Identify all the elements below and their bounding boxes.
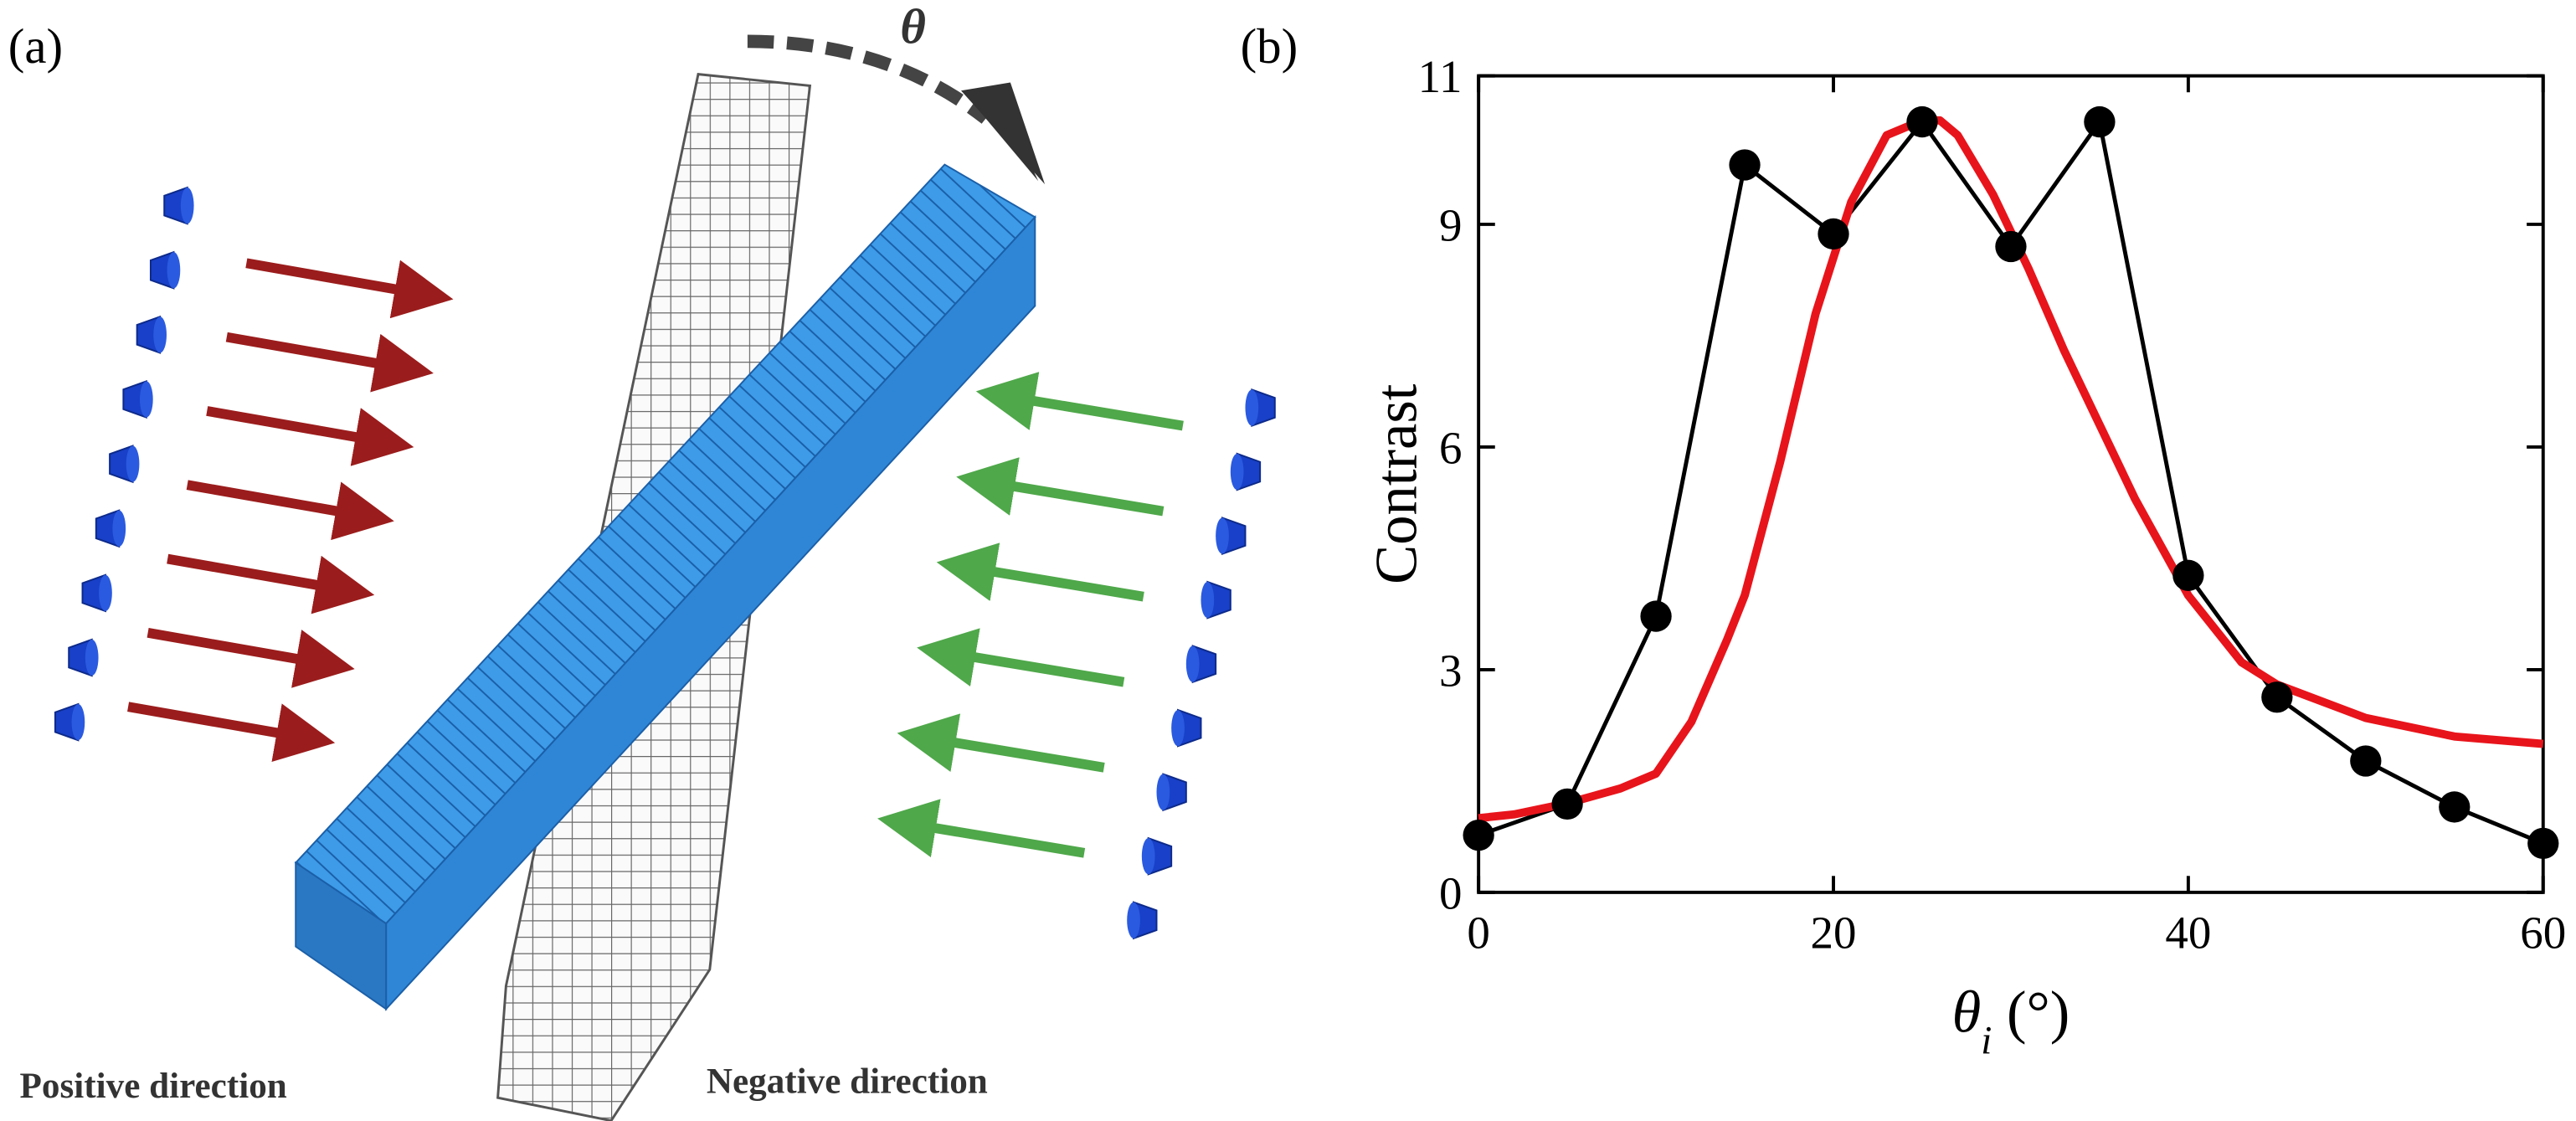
arrow xyxy=(225,332,434,393)
source-cone-mouth xyxy=(167,252,181,289)
arrow xyxy=(917,628,1125,687)
source-cone-mouth xyxy=(1216,517,1229,554)
slab-end xyxy=(295,861,388,1011)
x-axis-label-part: (°) xyxy=(1992,980,2070,1046)
left-label: Positive direction xyxy=(20,1067,287,1106)
panel-label: (a) xyxy=(8,19,63,74)
data-point xyxy=(2527,827,2559,860)
y-tick-label: 3 xyxy=(1439,645,1462,697)
source-cone-mouth xyxy=(126,445,140,482)
panel-label: (b) xyxy=(1241,19,1298,74)
x-axis-label-part: i xyxy=(1981,1020,1992,1063)
data-point xyxy=(1995,230,2027,263)
y-tick-label: 6 xyxy=(1439,423,1462,474)
angle-label: θ xyxy=(900,0,926,54)
x-tick-label: 60 xyxy=(2520,908,2566,959)
data-point xyxy=(1463,819,1494,851)
x-tick-label: 40 xyxy=(2165,908,2211,959)
arrow xyxy=(975,372,1184,431)
x-axis-label-part: θ xyxy=(1952,980,1982,1046)
source-cone-mouth xyxy=(1141,838,1155,875)
y-tick-label: 11 xyxy=(1418,51,1463,102)
chart: 0 20 40 60 0 3 6 9 11 Contrast θi (°) xyxy=(1365,51,2567,1062)
data-point xyxy=(2261,681,2293,713)
plot-frame xyxy=(1477,74,2545,894)
diagram xyxy=(54,34,1276,1121)
arrow xyxy=(206,406,414,466)
negative-arrows xyxy=(877,372,1184,858)
right-sources xyxy=(1127,388,1276,940)
data-point xyxy=(1640,600,1672,632)
data-point xyxy=(1906,105,1938,138)
arrow xyxy=(897,713,1105,773)
x-axis-label: θi (°) xyxy=(1952,980,2070,1063)
data-point xyxy=(2439,791,2471,823)
y-tick-label: 9 xyxy=(1439,200,1462,251)
arrow xyxy=(167,553,375,614)
rotation-arrow xyxy=(747,34,990,124)
arrow xyxy=(147,628,355,688)
x-tick-label: 20 xyxy=(1811,908,1857,959)
arrow xyxy=(186,480,394,541)
data-point xyxy=(1729,149,1761,181)
source-cone-mouth xyxy=(1171,710,1185,747)
series-line xyxy=(1478,116,2544,823)
arrow xyxy=(245,258,454,319)
left-sources xyxy=(54,186,194,742)
arrow xyxy=(956,457,1165,517)
source-cone-mouth xyxy=(180,188,194,224)
y-axis-label: Contrast xyxy=(1365,383,1430,584)
right-label: Negative direction xyxy=(707,1062,988,1101)
data-point xyxy=(1551,788,1583,820)
source-cone-mouth xyxy=(1245,389,1259,426)
y-tick-label: 0 xyxy=(1439,868,1462,919)
source-cone xyxy=(81,573,106,613)
source-cone-mouth xyxy=(1230,453,1244,491)
x-tick-label: 0 xyxy=(1467,908,1489,959)
source-cone-mouth xyxy=(139,381,153,418)
arrow xyxy=(877,799,1086,858)
source-cone-mouth xyxy=(1185,645,1200,682)
arrow xyxy=(127,702,336,763)
source-cone-mouth xyxy=(71,704,85,741)
source-cone-mouth xyxy=(99,574,112,611)
data-point xyxy=(2084,105,2116,138)
source-cone-mouth xyxy=(112,510,126,547)
source-cone-mouth xyxy=(1201,582,1215,619)
positive-arrows xyxy=(127,258,454,763)
source-cone-mouth xyxy=(1127,902,1140,938)
source-cone-mouth xyxy=(85,639,99,676)
data-point xyxy=(2350,745,2382,777)
data-point xyxy=(1818,218,1849,250)
rotation-arrowhead xyxy=(960,82,1046,185)
source-cone-mouth xyxy=(153,316,167,353)
arrow xyxy=(936,543,1144,602)
data-point xyxy=(2172,559,2204,591)
source-cone-mouth xyxy=(1156,774,1170,810)
